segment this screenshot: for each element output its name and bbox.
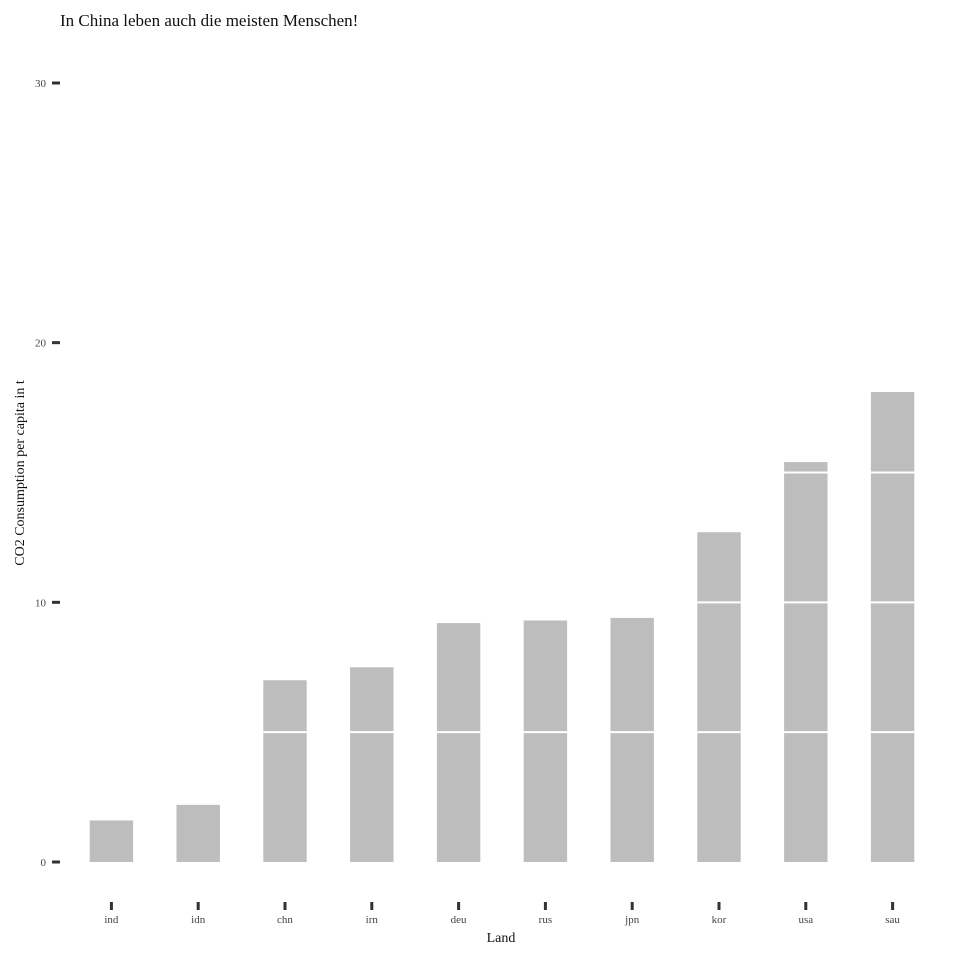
x-tick-label: idn xyxy=(191,914,206,926)
bar-deu xyxy=(436,623,481,862)
bar-chn xyxy=(263,680,307,862)
bar-usa xyxy=(784,462,828,862)
y-tick-label: 0 xyxy=(41,857,47,869)
y-tick-label: 30 xyxy=(35,78,47,90)
x-tick-label: kor xyxy=(712,914,727,926)
x-tick-label: chn xyxy=(277,914,293,926)
x-tick-label: rus xyxy=(539,914,552,926)
y-axis-label: CO2 Consumption per capita in t xyxy=(13,380,28,566)
bar-ind xyxy=(89,820,134,862)
y-tick-label: 20 xyxy=(35,338,47,350)
chart-title: In China leben auch die meisten Menschen… xyxy=(60,11,358,30)
x-tick-label: ind xyxy=(104,914,119,926)
x-tick-label: sau xyxy=(885,914,900,926)
x-tick-label: usa xyxy=(798,914,813,926)
y-axis: 0 10 20 30 xyxy=(35,78,60,869)
bars xyxy=(89,392,915,862)
bar-sau xyxy=(870,392,915,862)
bar-rus xyxy=(523,620,568,862)
bar-idn xyxy=(176,804,220,862)
x-tick-label: irn xyxy=(366,914,379,926)
x-axis: ind idn chn irn deu rus jpn kor usa sau xyxy=(104,902,900,926)
y-tick-label: 10 xyxy=(35,597,47,609)
bar-kor xyxy=(697,532,741,862)
bar-irn xyxy=(350,667,394,862)
x-tick-label: deu xyxy=(451,914,467,926)
bar-jpn xyxy=(610,617,654,862)
x-axis-label: Land xyxy=(487,931,516,946)
x-tick-label: jpn xyxy=(624,914,640,926)
